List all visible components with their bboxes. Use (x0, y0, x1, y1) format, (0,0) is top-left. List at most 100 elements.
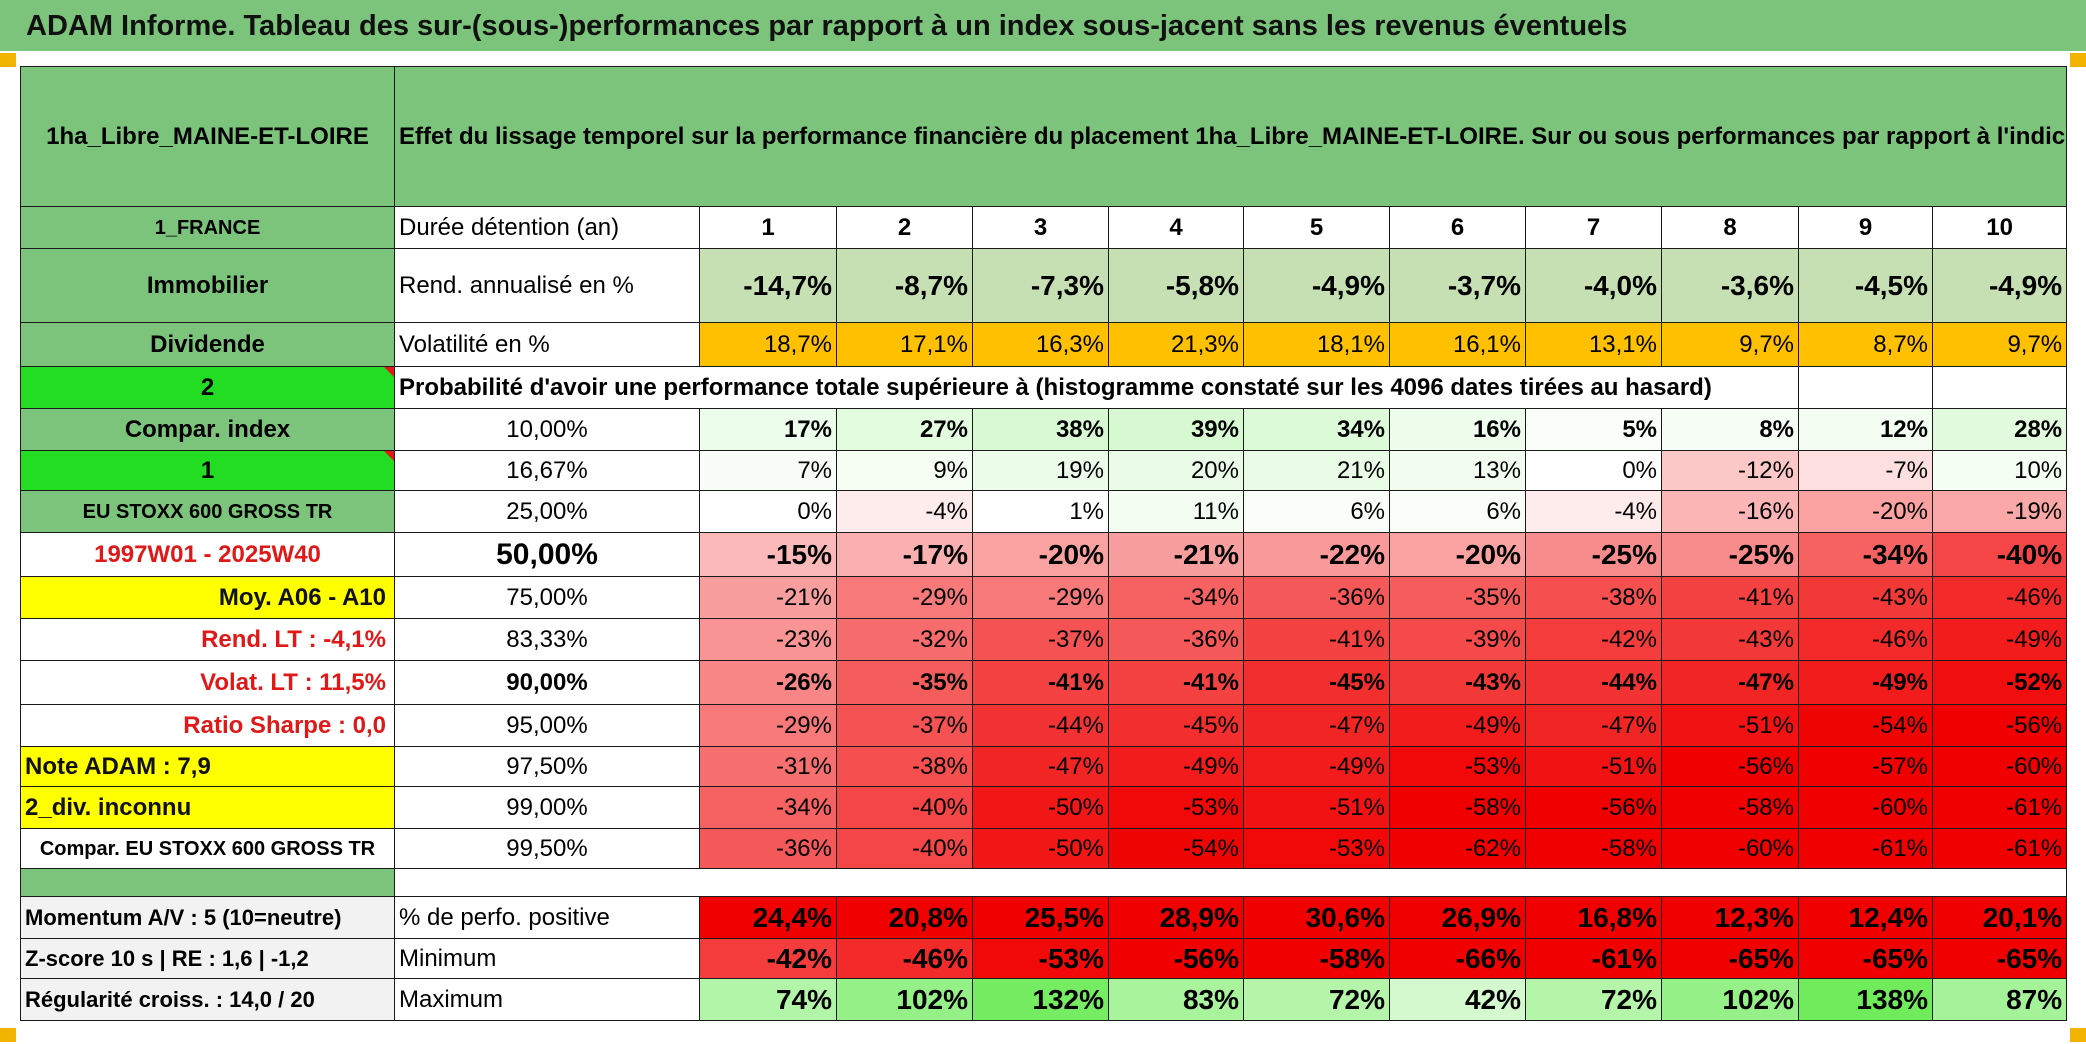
quantile-value: -51% (1661, 704, 1799, 747)
stat-value: 20,8% (836, 896, 973, 939)
empty-cell (1931, 366, 2068, 409)
empty-cell (1798, 366, 1933, 409)
quantile-value: 16% (1389, 408, 1526, 451)
moy-label: Moy. A06 - A10 (20, 576, 395, 619)
duration-header-5: 5 (1243, 206, 1390, 249)
quantile-value: -60% (1798, 786, 1933, 829)
duration-header-2: 2 (836, 206, 973, 249)
quantile-value: -46% (1931, 576, 2068, 619)
quantile-value: -29% (699, 704, 837, 747)
quantile-value: -61% (1931, 828, 2068, 869)
quantile-value: 28% (1931, 408, 2068, 451)
quantile-value: -36% (1243, 576, 1390, 619)
quantile-value: -31% (699, 746, 837, 787)
quantile-value: -20% (972, 532, 1109, 577)
quantile-value: -44% (1525, 660, 1662, 705)
separator-cell (20, 868, 395, 897)
rend-value-3: -7,3% (972, 248, 1109, 323)
stat-value: 12,3% (1661, 896, 1799, 939)
stat-value: -65% (1661, 938, 1799, 979)
quantile-value: -37% (836, 704, 973, 747)
quantile-value: -47% (1661, 660, 1799, 705)
quantile-value: -49% (1243, 746, 1390, 787)
vol-value-3: 16,3% (972, 322, 1109, 367)
stat-row-label: Maximum (394, 978, 700, 1021)
quantile-value: -7% (1798, 450, 1933, 491)
stat-value: -66% (1389, 938, 1526, 979)
quantile-value: -53% (1108, 786, 1244, 829)
note-adam-label: Note ADAM : 7,9 (20, 746, 395, 787)
quantile-level: 83,33% (394, 618, 700, 661)
rend-value-7: -4,0% (1525, 248, 1662, 323)
index-name-label: EU STOXX 600 GROSS TR (20, 490, 395, 533)
corner-marker-top-left (0, 53, 16, 67)
quantile-value: -46% (1798, 618, 1933, 661)
quantile-value: -62% (1389, 828, 1526, 869)
quantile-value: -21% (699, 576, 837, 619)
quantile-value: -20% (1389, 532, 1526, 577)
quantile-value: -61% (1798, 828, 1933, 869)
report-banner-title: ADAM Informe. Tableau des sur-(sous-)per… (0, 0, 2086, 53)
stat-value: 20,1% (1931, 896, 2068, 939)
quantile-level: 90,00% (394, 660, 700, 705)
compar-eu-label: Compar. EU STOXX 600 GROSS TR (20, 828, 395, 869)
quantile-value: -4% (836, 490, 973, 533)
quantile-value: -56% (1525, 786, 1662, 829)
stat-value: -42% (699, 938, 837, 979)
quantile-value: 8% (1661, 408, 1799, 451)
selector-2-label[interactable]: 2 (20, 366, 395, 409)
zscore-label: Z-score 10 s | RE : 1,6 | -1,2 (20, 938, 395, 979)
quantile-value: -54% (1798, 704, 1933, 747)
duration-header-4: 4 (1108, 206, 1244, 249)
quantile-value: -60% (1931, 746, 2068, 787)
duration-header-1: 1 (699, 206, 837, 249)
quantile-value: 7% (699, 450, 837, 491)
quantile-value: -39% (1389, 618, 1526, 661)
quantile-value: -56% (1661, 746, 1799, 787)
quantile-value: 10% (1931, 450, 2068, 491)
quantile-value: -42% (1525, 618, 1662, 661)
quantile-value: -38% (1525, 576, 1662, 619)
vol-value-7: 13,1% (1525, 322, 1662, 367)
vol-row-label: Volatilité en % (394, 322, 700, 367)
quantile-value: -40% (836, 828, 973, 869)
stat-value: -56% (1108, 938, 1244, 979)
performance-table: 1ha_Libre_MAINE-ET-LOIRE Effet du lissag… (20, 66, 2068, 1021)
vol-value-4: 21,3% (1108, 322, 1244, 367)
quantile-value: -40% (1931, 532, 2068, 577)
quantile-value: 0% (1525, 450, 1662, 491)
vol-value-2: 17,1% (836, 322, 973, 367)
stat-value: -58% (1243, 938, 1390, 979)
quantile-value: -50% (972, 786, 1109, 829)
stat-row-label: Minimum (394, 938, 700, 979)
quantile-value: -36% (699, 828, 837, 869)
quantile-value: -32% (836, 618, 973, 661)
quantile-value: -25% (1525, 532, 1662, 577)
quantile-value: -41% (1661, 576, 1799, 619)
stat-value: 102% (836, 978, 973, 1021)
quantile-level: 10,00% (394, 408, 700, 451)
quantile-value: 0% (699, 490, 837, 533)
quantile-value: -21% (1108, 532, 1244, 577)
quantile-value: 21% (1243, 450, 1390, 491)
vol-value-6: 16,1% (1389, 322, 1526, 367)
quantile-level: 95,00% (394, 704, 700, 747)
quantile-value: 17% (699, 408, 837, 451)
selector-1-label[interactable]: 1 (20, 450, 395, 491)
quantile-value: -36% (1108, 618, 1244, 661)
vol-value-8: 9,7% (1661, 322, 1799, 367)
fund-name-cell: 1ha_Libre_MAINE-ET-LOIRE (20, 66, 395, 207)
volat-lt-label: Volat. LT : 11,5% (20, 660, 395, 705)
quantile-level: 16,67% (394, 450, 700, 491)
quantile-value: -44% (972, 704, 1109, 747)
rend-value-8: -3,6% (1661, 248, 1799, 323)
stat-value: -65% (1931, 938, 2068, 979)
compar-index-label: Compar. index (20, 408, 395, 451)
quantile-value: 6% (1243, 490, 1390, 533)
probability-title: Probabilité d'avoir une performance tota… (394, 366, 1799, 409)
quantile-value: 38% (972, 408, 1109, 451)
stat-row-label: % de perfo. positive (394, 896, 700, 939)
asset-class-label: Immobilier (20, 248, 395, 323)
quantile-value: 34% (1243, 408, 1390, 451)
stat-value: 72% (1525, 978, 1662, 1021)
